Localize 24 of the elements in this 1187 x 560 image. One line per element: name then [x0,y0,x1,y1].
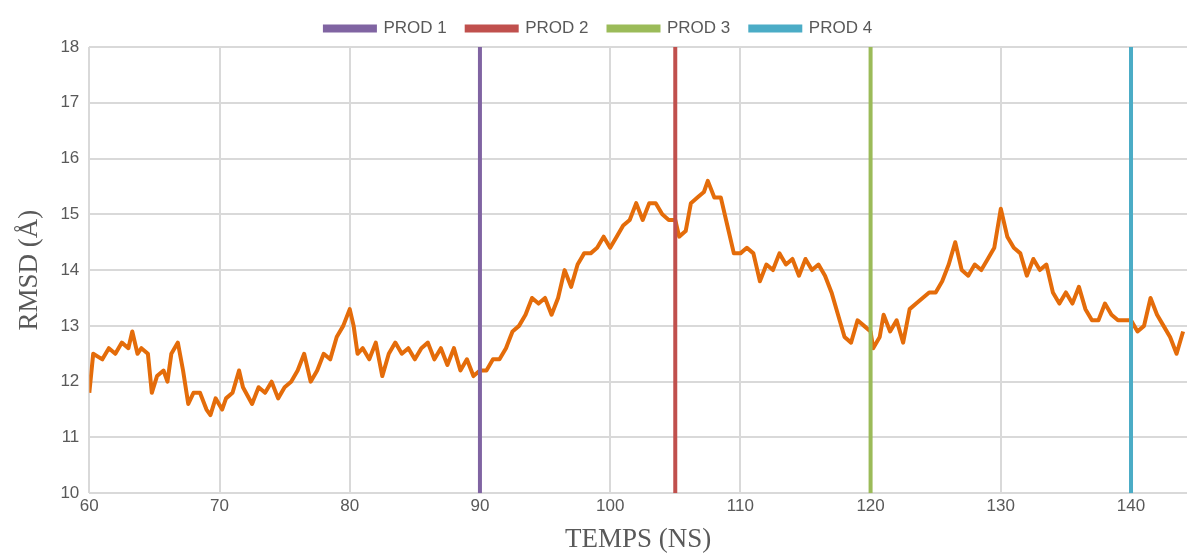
x-axis-title: TEMPS (NS) [565,522,712,553]
legend-label: PROD 2 [525,18,589,38]
x-tick-label: 60 [79,496,99,516]
y-axis-title: RMSD (Å) [13,209,44,331]
x-tick-label: 120 [856,496,885,516]
legend-label: PROD 4 [808,18,873,38]
y-tick-label: 16 [60,148,80,168]
x-tick-label: 100 [595,496,625,516]
x-tick-label: 140 [1116,496,1146,516]
y-tick-label: 13 [60,315,80,335]
x-tick-label: 110 [726,496,754,516]
y-tick-label: 12 [60,371,80,391]
y-tick-label: 14 [60,259,80,279]
y-tick-label: 18 [60,36,80,56]
legend-label: PROD 3 [667,18,731,38]
x-tick-label: 70 [210,496,229,516]
y-tick-label: 10 [60,482,80,502]
x-tick-label: 90 [470,496,490,516]
y-tick-label: 11 [61,427,80,447]
x-tick-label: 80 [340,496,360,516]
x-tick-label: 130 [986,496,1015,516]
legend-label: PROD 1 [383,18,447,38]
y-tick-label: 15 [60,204,80,224]
y-tick-label: 17 [60,92,80,112]
